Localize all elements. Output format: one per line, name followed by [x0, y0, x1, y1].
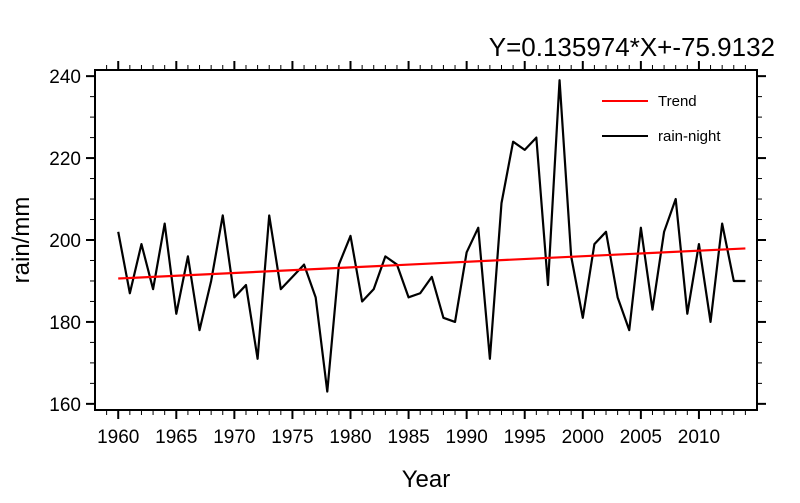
legend-label-rain-night: rain-night	[658, 127, 721, 145]
svg-text:1960: 1960	[97, 427, 139, 448]
svg-text:1995: 1995	[504, 427, 546, 448]
svg-text:1985: 1985	[387, 427, 429, 448]
svg-text:160: 160	[49, 395, 81, 416]
svg-text:180: 180	[49, 313, 81, 334]
svg-text:2000: 2000	[562, 427, 604, 448]
svg-text:1990: 1990	[446, 427, 488, 448]
svg-text:1965: 1965	[155, 427, 197, 448]
rain-night-line-swatch	[602, 135, 648, 137]
svg-text:2010: 2010	[678, 427, 720, 448]
legend: Trend rain-night	[602, 93, 721, 163]
svg-text:1970: 1970	[213, 427, 255, 448]
svg-text:1980: 1980	[329, 427, 371, 448]
legend-label-trend: Trend	[658, 92, 697, 110]
x-axis-label: Year	[401, 466, 451, 493]
chart-title: Y=0.135974*X+-75.9132	[488, 32, 775, 62]
svg-text:1975: 1975	[271, 427, 313, 448]
trend-line-swatch	[602, 100, 648, 102]
legend-item-trend: Trend	[602, 92, 721, 110]
svg-text:2005: 2005	[620, 427, 662, 448]
svg-text:220: 220	[49, 149, 81, 170]
svg-text:200: 200	[49, 231, 81, 252]
svg-text:240: 240	[49, 67, 81, 88]
legend-item-rain-night: rain-night	[602, 127, 721, 145]
